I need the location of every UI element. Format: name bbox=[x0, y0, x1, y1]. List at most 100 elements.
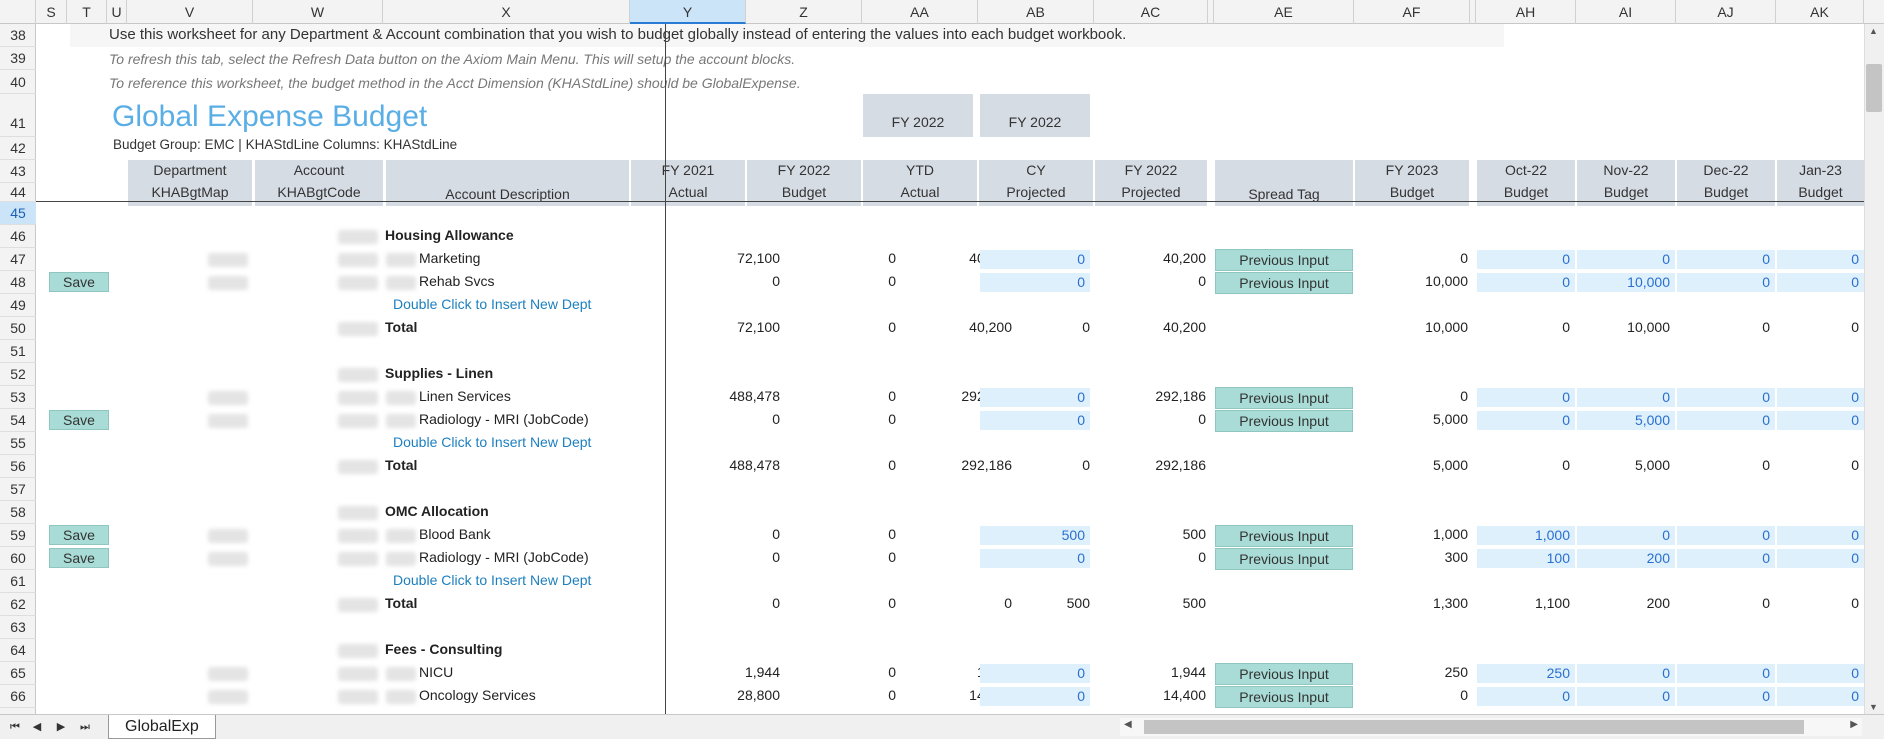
cell-fy22p[interactable]: 500 bbox=[1182, 526, 1206, 542]
input-dec[interactable]: 0 bbox=[1677, 388, 1775, 407]
spread-tag-dropdown[interactable]: Previous Input bbox=[1215, 663, 1353, 685]
scroll-up-icon[interactable]: ▲ bbox=[1869, 26, 1878, 36]
col-header-ad[interactable] bbox=[1208, 0, 1214, 24]
row-header[interactable]: 61 bbox=[0, 570, 36, 593]
spread-tag-dropdown[interactable]: Previous Input bbox=[1215, 410, 1353, 432]
row-header[interactable]: 42 bbox=[0, 137, 36, 160]
spread-tag-dropdown[interactable]: Previous Input bbox=[1215, 548, 1353, 570]
spread-tag-dropdown[interactable]: Previous Input bbox=[1215, 272, 1353, 294]
input-jan[interactable]: 0 bbox=[1777, 250, 1864, 269]
vertical-scrollbar[interactable]: ▲ ▼ bbox=[1864, 24, 1884, 714]
input-oct[interactable]: 100 bbox=[1477, 549, 1575, 568]
row-header[interactable]: 45 bbox=[0, 202, 36, 225]
row-header[interactable]: 66 bbox=[0, 685, 36, 708]
cell-fy23[interactable]: 0 bbox=[1460, 687, 1468, 703]
horizontal-scrollbar[interactable]: ◀ ▶ bbox=[1120, 718, 1862, 736]
insert-new-dept-link[interactable]: Double Click to Insert New Dept bbox=[393, 572, 592, 588]
col-header-aj[interactable]: AJ bbox=[1676, 0, 1776, 24]
col-header-u[interactable]: U bbox=[107, 0, 127, 24]
input-jan[interactable]: 0 bbox=[1777, 388, 1864, 407]
col-header-ai[interactable]: AI bbox=[1576, 0, 1676, 24]
input-jan[interactable]: 0 bbox=[1777, 411, 1864, 430]
row-header[interactable]: 55 bbox=[0, 432, 36, 455]
col-header-ac[interactable]: AC bbox=[1094, 0, 1208, 24]
scroll-right-icon[interactable]: ▶ bbox=[1850, 719, 1858, 730]
cell-fy23[interactable]: 1,000 bbox=[1432, 526, 1468, 542]
input-nov[interactable]: 0 bbox=[1577, 250, 1675, 269]
row-header[interactable]: 63 bbox=[0, 616, 36, 639]
row-header[interactable]: 60 bbox=[0, 547, 36, 570]
scroll-left-icon[interactable]: ◀ bbox=[1124, 719, 1132, 730]
input-oct[interactable]: 1,000 bbox=[1477, 526, 1575, 545]
row-header[interactable]: 59 bbox=[0, 524, 36, 547]
input-cy[interactable]: 500 bbox=[980, 526, 1090, 545]
row-header[interactable]: 62 bbox=[0, 593, 36, 616]
scroll-down-icon[interactable]: ▼ bbox=[1869, 702, 1878, 712]
col-header-ak[interactable]: AK bbox=[1776, 0, 1864, 24]
input-cy[interactable]: 0 bbox=[980, 687, 1090, 706]
next-sheet-icon[interactable]: ▶ bbox=[56, 721, 66, 733]
horizontal-scroll-thumb[interactable] bbox=[1144, 720, 1804, 734]
cell-fy22p[interactable]: 40,200 bbox=[1163, 250, 1206, 266]
cell-fy22p[interactable]: 0 bbox=[1198, 549, 1206, 565]
row-header[interactable]: 46 bbox=[0, 225, 36, 248]
input-oct[interactable]: 0 bbox=[1477, 250, 1575, 269]
row-header[interactable]: 47 bbox=[0, 248, 36, 271]
input-cy[interactable]: 0 bbox=[980, 664, 1090, 683]
input-cy[interactable]: 0 bbox=[980, 273, 1090, 292]
cell-fy22b[interactable]: 0 bbox=[888, 549, 896, 565]
cell-fy22p[interactable]: 292,186 bbox=[1155, 388, 1206, 404]
row-header[interactable]: 49 bbox=[0, 294, 36, 317]
cell-fy22p[interactable]: 1,944 bbox=[1170, 664, 1206, 680]
cell-fy22p[interactable]: 0 bbox=[1198, 273, 1206, 289]
row-header[interactable]: 64 bbox=[0, 639, 36, 662]
input-dec[interactable]: 0 bbox=[1677, 250, 1775, 269]
cell-fy23[interactable]: 0 bbox=[1460, 250, 1468, 266]
input-oct[interactable]: 0 bbox=[1477, 273, 1575, 292]
row-header[interactable]: 53 bbox=[0, 386, 36, 409]
input-cy[interactable]: 0 bbox=[980, 388, 1090, 407]
first-sheet-icon[interactable]: ⏮ bbox=[10, 721, 20, 733]
col-header-aa[interactable]: AA bbox=[862, 0, 978, 24]
input-dec[interactable]: 0 bbox=[1677, 687, 1775, 706]
input-oct[interactable]: 250 bbox=[1477, 664, 1575, 683]
input-dec[interactable]: 0 bbox=[1677, 664, 1775, 683]
save-button[interactable]: Save bbox=[49, 410, 109, 430]
input-nov[interactable]: 0 bbox=[1577, 687, 1675, 706]
input-jan[interactable]: 0 bbox=[1777, 687, 1864, 706]
col-header-ag[interactable] bbox=[1470, 0, 1476, 24]
input-jan[interactable]: 0 bbox=[1777, 549, 1864, 568]
row-header[interactable]: 39 bbox=[0, 47, 36, 70]
col-header-t[interactable]: T bbox=[67, 0, 107, 24]
input-nov[interactable]: 10,000 bbox=[1577, 273, 1675, 292]
row-header[interactable]: 52 bbox=[0, 363, 36, 386]
row-header[interactable]: 50 bbox=[0, 317, 36, 340]
cell-fy22b[interactable]: 0 bbox=[888, 250, 896, 266]
cell-fy21[interactable]: 72,100 bbox=[737, 250, 780, 266]
input-oct[interactable]: 0 bbox=[1477, 411, 1575, 430]
input-nov[interactable]: 0 bbox=[1577, 526, 1675, 545]
input-cy[interactable]: 0 bbox=[980, 411, 1090, 430]
vertical-scroll-thumb[interactable] bbox=[1866, 64, 1882, 112]
prev-sheet-icon[interactable]: ◀ bbox=[32, 721, 42, 733]
cell-fy21[interactable]: 488,478 bbox=[729, 388, 780, 404]
input-dec[interactable]: 0 bbox=[1677, 549, 1775, 568]
cell-fy22b[interactable]: 0 bbox=[888, 526, 896, 542]
cell-fy23[interactable]: 10,000 bbox=[1425, 273, 1468, 289]
cell-fy23[interactable]: 0 bbox=[1460, 388, 1468, 404]
col-header-v[interactable]: V bbox=[127, 0, 253, 24]
input-nov[interactable]: 0 bbox=[1577, 664, 1675, 683]
input-nov[interactable]: 200 bbox=[1577, 549, 1675, 568]
row-header[interactable]: 38 bbox=[0, 24, 36, 47]
save-button[interactable]: Save bbox=[49, 548, 109, 568]
spread-tag-dropdown[interactable]: Previous Input bbox=[1215, 387, 1353, 409]
cell-fy22p[interactable]: 14,400 bbox=[1163, 687, 1206, 703]
cell-fy21[interactable]: 0 bbox=[772, 526, 780, 542]
input-nov[interactable]: 0 bbox=[1577, 388, 1675, 407]
input-jan[interactable]: 0 bbox=[1777, 664, 1864, 683]
input-dec[interactable]: 0 bbox=[1677, 411, 1775, 430]
cell-fy23[interactable]: 300 bbox=[1444, 549, 1468, 565]
cell-fy21[interactable]: 1,944 bbox=[744, 664, 780, 680]
input-jan[interactable]: 0 bbox=[1777, 526, 1864, 545]
cell-fy21[interactable]: 0 bbox=[772, 549, 780, 565]
